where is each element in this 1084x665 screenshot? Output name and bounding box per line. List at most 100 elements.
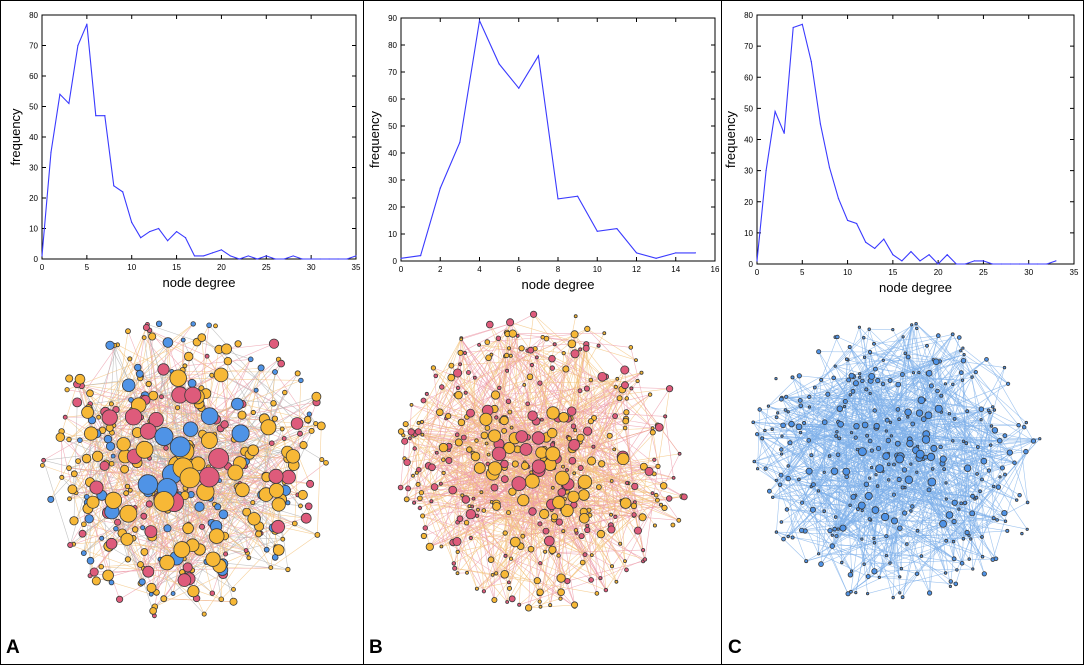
graph-edge [127, 331, 149, 385]
graph-node [835, 452, 841, 458]
graph-node [1023, 448, 1029, 455]
graph-node [905, 542, 909, 546]
graph-node [407, 428, 415, 436]
data-point [1010, 263, 1012, 265]
graph-edge [246, 428, 283, 513]
graph-node [70, 470, 78, 478]
graph-node [467, 504, 472, 509]
graph-node [647, 392, 653, 397]
graph-node [860, 378, 865, 384]
graph-node [430, 365, 437, 371]
graph-node [454, 390, 463, 400]
graph-edge [182, 339, 207, 394]
graph-node [127, 356, 133, 362]
graph-node [974, 495, 979, 500]
graph-node [650, 426, 655, 431]
graph-node [869, 448, 874, 453]
graph-node [452, 536, 462, 546]
graph-node [573, 314, 578, 319]
graph-node [448, 485, 457, 495]
graph-node [246, 555, 252, 561]
graph-node [757, 407, 762, 412]
graph-edge [756, 434, 782, 476]
graph-node [868, 391, 872, 396]
graph-node [145, 500, 153, 508]
graph-node [835, 430, 839, 434]
graph-node [304, 415, 312, 424]
graph-edge [847, 523, 944, 595]
graph-node [930, 467, 935, 471]
data-point [694, 252, 696, 254]
graph-edge [587, 328, 638, 382]
graph-edge [428, 465, 635, 516]
graph-node [917, 371, 921, 375]
graph-node [822, 509, 826, 514]
graph-node [465, 570, 469, 575]
graph-edge [539, 368, 567, 384]
graph-node [832, 526, 837, 532]
graph-edge [952, 334, 993, 408]
graph-edge [611, 456, 624, 530]
graph-node [314, 531, 321, 538]
y-tick-label: 80 [744, 11, 753, 20]
graph-node [884, 429, 888, 433]
graph-node [867, 327, 871, 331]
graph-node [280, 536, 286, 542]
graph-node [546, 406, 560, 420]
x-tick-label: 20 [934, 268, 943, 277]
x-tick-label: 35 [352, 263, 361, 272]
graph-edge [879, 420, 888, 469]
graph-edge [406, 323, 512, 500]
graph-node [613, 384, 618, 390]
graph-node [871, 506, 880, 514]
graph-node [997, 437, 1003, 444]
graph-node [805, 467, 813, 475]
graph-edge [781, 377, 834, 400]
graph-node [867, 517, 872, 522]
graph-edge [563, 531, 575, 605]
graph-edge [69, 430, 103, 546]
graph-node [552, 342, 557, 347]
graph-edge [454, 568, 597, 594]
graph-node [774, 377, 778, 381]
graph-edge [406, 338, 462, 463]
graph-node [231, 586, 236, 592]
data-point [498, 63, 500, 65]
graph-edge [144, 494, 267, 553]
graph-node [944, 497, 948, 501]
graph-node [78, 529, 87, 538]
graph-node [515, 334, 520, 338]
graph-node [429, 499, 434, 504]
graph-node [206, 322, 212, 329]
graph-node [598, 460, 606, 468]
graph-node [66, 436, 72, 443]
x-tick-label: 4 [477, 265, 482, 274]
graph-node [433, 373, 439, 379]
graph-node [412, 500, 417, 505]
graph-node [862, 562, 866, 566]
graph-node [500, 475, 509, 484]
data-point [596, 230, 598, 232]
graph-node [500, 569, 510, 579]
graph-edge [988, 410, 994, 519]
graph-node [833, 515, 838, 519]
graph-node [640, 548, 646, 553]
graph-edge [832, 535, 852, 572]
graph-node [564, 577, 571, 585]
graph-node [198, 523, 205, 530]
graph-node [860, 537, 864, 541]
graph-node [81, 521, 87, 528]
graph-node [177, 573, 192, 587]
x-tick-label: 25 [979, 268, 988, 277]
graph-node [924, 411, 933, 420]
graph-edge [868, 328, 914, 373]
x-tick-label: 12 [632, 265, 641, 274]
graph-node [642, 557, 648, 562]
graph-edge [893, 467, 1003, 495]
data-point [113, 185, 115, 187]
data-point [319, 258, 321, 260]
graph-edge [866, 389, 983, 557]
network-graph-a [40, 320, 329, 619]
plot-area [41, 14, 357, 260]
graph-node [505, 368, 510, 373]
